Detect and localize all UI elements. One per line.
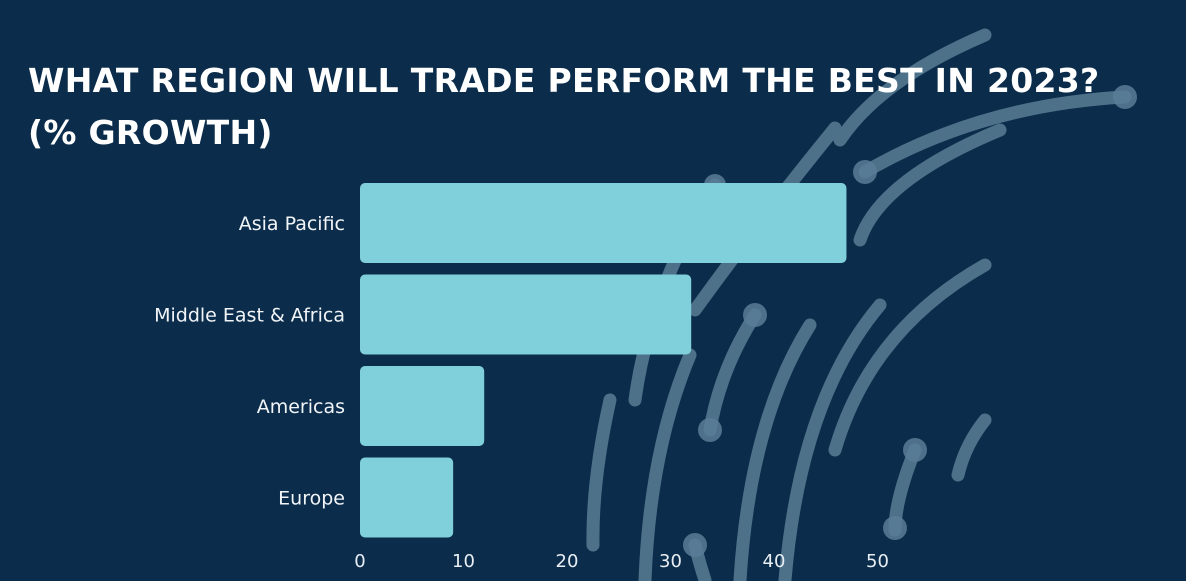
x-tick-label: 30 [659, 551, 682, 572]
value-axis-ticks: 0 10 20 30 40 50 [354, 551, 889, 572]
bar-americas [360, 366, 485, 446]
chart-title: WHAT REGION WILL TRADE PERFORM THE BEST … [28, 55, 1099, 159]
x-tick-label: 0 [354, 551, 365, 572]
category-label: Europe [278, 488, 345, 510]
chart-title-line-1: WHAT REGION WILL TRADE PERFORM THE BEST … [28, 61, 1100, 100]
x-tick-label: 40 [763, 551, 786, 572]
x-tick-label: 10 [452, 551, 475, 572]
chart-title-line-2: (% GROWTH) [28, 113, 273, 152]
x-tick-label: 20 [556, 551, 579, 572]
category-axis-labels: Asia Pacific Middle East & Africa Americas… [154, 213, 345, 510]
bar-series [360, 183, 847, 538]
bar-europe [360, 457, 454, 538]
category-label: Middle East & Africa [154, 305, 345, 327]
category-label: Americas [257, 396, 345, 418]
category-label: Asia Pacific [239, 213, 345, 235]
x-tick-label: 50 [866, 551, 889, 572]
bar-middle-east-africa [360, 274, 692, 355]
bar-asia-pacific [360, 183, 847, 263]
